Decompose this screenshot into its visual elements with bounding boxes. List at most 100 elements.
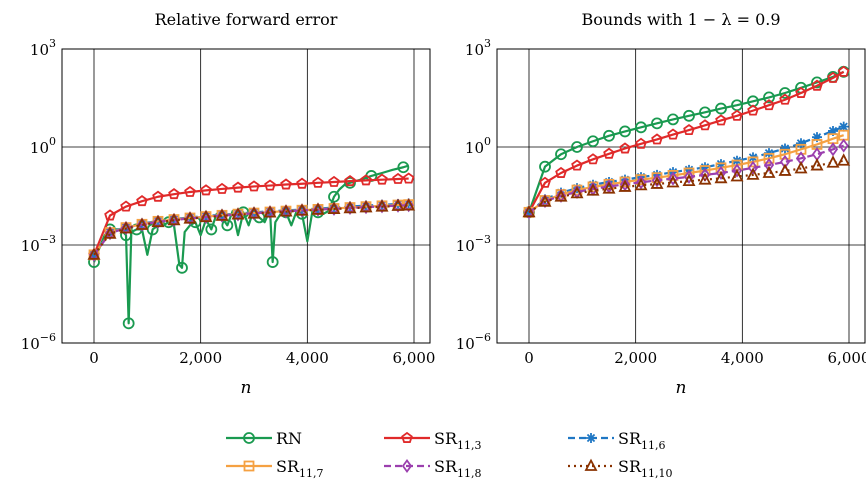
x-axis-label: n: [241, 378, 252, 398]
point-SR11-3: [571, 159, 583, 171]
point-SR11-3: [811, 79, 823, 91]
x-axis-label: n: [676, 378, 687, 398]
point-SR11-3: [216, 182, 228, 194]
point-SR11-10: [231, 207, 245, 220]
point-SR11-10: [837, 153, 851, 166]
point-RN: [635, 121, 647, 134]
point-SR11-10: [247, 206, 261, 219]
point-SR11-10: [570, 185, 584, 199]
point-SR11-10: [586, 183, 600, 196]
point-SR11-10: [103, 226, 117, 239]
point-SR11-8: [779, 154, 791, 169]
point-SR11-10: [634, 177, 648, 191]
point-SR11-8: [619, 177, 631, 192]
point-RN: [397, 161, 410, 174]
point-SR11-3: [248, 180, 260, 192]
point-RN: [571, 141, 583, 153]
legend-label: SR11,3: [434, 429, 482, 452]
point-SR11-3: [555, 166, 567, 178]
point-SR11-3: [715, 114, 727, 126]
point-SR11-10: [295, 203, 309, 216]
point-RN: [763, 91, 775, 104]
point-SR11-6: [838, 121, 849, 132]
point-SR11-8: [635, 175, 647, 190]
series-line-SR11-8: [93, 204, 409, 256]
y-tick-label: 10−6: [21, 331, 56, 353]
point-RN: [603, 129, 615, 142]
point-SR11-6: [828, 125, 838, 136]
point-SR11-8: [731, 163, 743, 178]
point-SR11-3: [392, 172, 404, 184]
y-tick-label: 10−3: [456, 233, 491, 255]
point-SR11-8: [667, 171, 679, 186]
point-SR11-3: [837, 65, 850, 77]
point-SR11-8: [827, 142, 839, 157]
point-SR11-6: [540, 194, 550, 205]
point-SR11-6: [700, 162, 710, 173]
point-RN: [122, 317, 135, 330]
point-SR11-3: [587, 153, 599, 165]
point-SR11-7: [667, 170, 679, 181]
point-SR11-7: [763, 152, 775, 164]
x-tick-label: 6,000: [828, 349, 866, 367]
point-RN: [715, 102, 727, 115]
point-SR11-6: [796, 138, 806, 149]
point-SR11-10: [311, 202, 325, 215]
point-SR11-10: [810, 158, 824, 171]
point-SR11-6: [403, 198, 414, 209]
point-SR11-3: [344, 175, 356, 187]
legend-item-SR11-3: SR11,3: [384, 429, 482, 452]
point-SR11-10: [522, 204, 536, 218]
legend-marker: [243, 432, 255, 444]
point-SR11-8: [651, 173, 663, 188]
point-SR11-3: [136, 195, 148, 207]
point-SR11-10: [151, 214, 165, 228]
y-tick-label: 103: [30, 37, 56, 59]
point-SR11-8: [763, 158, 775, 173]
point-SR11-3: [795, 86, 807, 98]
x-tick-label: 0: [524, 349, 534, 367]
point-SR11-3: [120, 200, 132, 212]
point-SR11-3: [232, 181, 244, 193]
point-SR11-10: [359, 200, 373, 213]
legend-label: RN: [276, 429, 302, 448]
point-SR11-10: [682, 173, 696, 187]
point-SR11-10: [327, 201, 341, 214]
point-SR11-8: [683, 169, 695, 184]
point-SR11-10: [746, 167, 760, 180]
y-tick-label: 10−3: [21, 233, 56, 255]
chart-title: Bounds with 1 − λ = 0.9: [581, 10, 780, 29]
point-SR11-7: [635, 174, 647, 186]
point-RN: [266, 256, 279, 268]
chart-panel-1: Relative forward error 0 2,000 4,000 6,000 10…: [21, 10, 436, 398]
x-tick-label: 4,000: [286, 349, 329, 367]
point-SR11-10: [199, 209, 213, 223]
point-SR11-3: [296, 177, 308, 189]
point-SR11-10: [730, 169, 744, 182]
point-SR11-10: [263, 205, 277, 218]
chart-panel-2: Bounds with 1 − λ = 0.9 0 2,000 4,000 6,000 1…: [456, 10, 866, 398]
legend-label: SR11,6: [618, 429, 666, 452]
x-tick-label: 4,000: [721, 349, 764, 367]
point-SR11-3: [827, 71, 839, 83]
legend-marker: [586, 433, 596, 443]
point-RN: [779, 87, 791, 99]
point-SR11-6: [780, 143, 790, 154]
point-SR11-3: [280, 178, 292, 190]
point-RN: [667, 113, 679, 126]
point-SR11-3: [731, 109, 743, 121]
point-SR11-10: [402, 198, 416, 211]
legend-marker: [401, 431, 413, 443]
point-SR11-10: [794, 161, 808, 174]
point-SR11-10: [215, 208, 229, 221]
point-RN: [176, 261, 188, 274]
point-SR11-8: [838, 138, 849, 153]
point-SR11-10: [826, 155, 840, 168]
point-SR11-10: [554, 189, 568, 202]
legend-label: SR11,10: [618, 457, 673, 480]
point-SR11-10: [698, 172, 712, 185]
point-SR11-10: [602, 181, 616, 194]
point-SR11-3: [635, 137, 647, 149]
point-RN: [651, 117, 663, 130]
x-tick-label: 0: [89, 349, 99, 367]
